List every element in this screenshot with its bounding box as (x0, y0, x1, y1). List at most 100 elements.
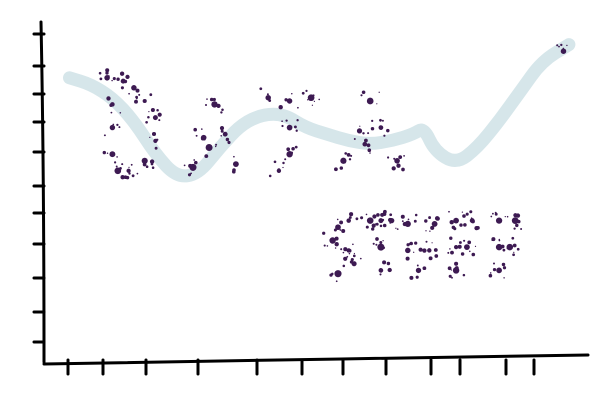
data-point-texture (371, 227, 375, 231)
data-point-texture (105, 68, 110, 73)
data-point-texture (389, 213, 393, 217)
data-point-texture (284, 98, 288, 102)
data-point-texture (343, 256, 348, 261)
data-point-texture (459, 223, 463, 227)
data-point-texture (428, 216, 432, 220)
data-point-texture (414, 213, 418, 217)
data-point-texture (297, 106, 299, 109)
data-point-texture (467, 240, 472, 245)
data-point-texture (367, 148, 372, 152)
data-point (126, 168, 131, 173)
data-point-texture (413, 219, 417, 223)
data-point-texture (116, 77, 120, 81)
data-point-texture (376, 213, 380, 217)
data-point-texture (214, 145, 217, 148)
data-point-texture (348, 252, 351, 255)
data-point-texture (131, 174, 135, 178)
data-point-texture (318, 98, 321, 101)
data-point-texture (150, 107, 155, 113)
data-point-texture (331, 272, 334, 276)
data-point-texture (353, 252, 355, 255)
data-point-texture (379, 118, 382, 122)
data-point-texture (396, 228, 399, 230)
data-point (464, 244, 470, 251)
data-point-texture (301, 91, 305, 95)
data-point (265, 94, 271, 101)
data-point-texture (311, 104, 314, 106)
data-point-texture (387, 217, 393, 223)
data-point-texture (120, 86, 124, 90)
data-point-texture (405, 256, 410, 261)
data-point-texture (560, 43, 563, 47)
data-point-texture (201, 128, 203, 130)
data-point-texture (403, 155, 405, 157)
data-point (109, 124, 116, 131)
data-point-texture (424, 219, 428, 223)
data-point-texture (469, 250, 471, 253)
data-point-texture (416, 264, 419, 267)
data-point-texture (511, 236, 515, 240)
data-point (356, 128, 363, 134)
data-point-texture (494, 212, 498, 216)
data-point-texture (415, 275, 419, 279)
data-point (142, 98, 147, 104)
data-point-texture (462, 273, 466, 277)
data-point-texture (194, 160, 198, 165)
data-point (329, 237, 336, 244)
data-point-texture (371, 119, 374, 123)
data-point-texture (102, 150, 106, 155)
data-point-texture (313, 100, 316, 103)
data-point-texture (149, 93, 153, 97)
data-point-texture (379, 241, 383, 244)
data-point-texture (463, 239, 466, 242)
data-point-texture (231, 169, 236, 174)
data-point-texture (105, 71, 109, 75)
data-point-texture (433, 248, 438, 252)
data-point (378, 125, 384, 130)
points-layer (98, 43, 568, 283)
data-point-texture (494, 211, 497, 214)
data-point-texture (414, 241, 418, 245)
data-point-texture (409, 241, 413, 246)
data-point-texture (334, 247, 337, 249)
data-point-texture (343, 247, 348, 252)
data-point-texture (348, 158, 352, 161)
data-point-texture (278, 105, 283, 110)
data-point-texture (119, 171, 121, 173)
data-point-texture (461, 211, 464, 213)
data-point (453, 217, 459, 224)
data-point-texture (492, 267, 497, 272)
data-point-texture (336, 218, 339, 221)
data-point-texture (348, 216, 352, 219)
data-point-texture (284, 158, 287, 161)
data-point-texture (193, 159, 196, 161)
data-point-texture (206, 98, 208, 100)
data-point-texture (489, 272, 492, 274)
data-point-texture (352, 243, 354, 246)
data-point-texture (225, 137, 230, 142)
data-point-texture (136, 172, 139, 175)
data-point-texture (307, 99, 309, 101)
data-point-texture (142, 162, 147, 167)
data-point-texture (107, 75, 110, 78)
data-point-texture (365, 225, 369, 229)
data-point-texture (372, 214, 377, 219)
data-point (405, 247, 411, 254)
data-point (335, 224, 341, 231)
data-point-texture (370, 126, 375, 131)
data-point-texture (380, 212, 385, 217)
data-point-texture (386, 128, 390, 133)
data-point-texture (195, 134, 198, 137)
data-point-texture (502, 248, 506, 252)
data-point-texture (151, 166, 155, 169)
data-point-texture (371, 223, 376, 228)
data-point-texture (513, 251, 515, 254)
data-point-texture (506, 247, 509, 250)
data-point-texture (350, 154, 353, 157)
data-point-texture (562, 47, 565, 50)
data-point-texture (402, 222, 407, 227)
data-point-texture (221, 108, 224, 112)
data-point (362, 141, 368, 147)
data-point-texture (376, 103, 378, 105)
